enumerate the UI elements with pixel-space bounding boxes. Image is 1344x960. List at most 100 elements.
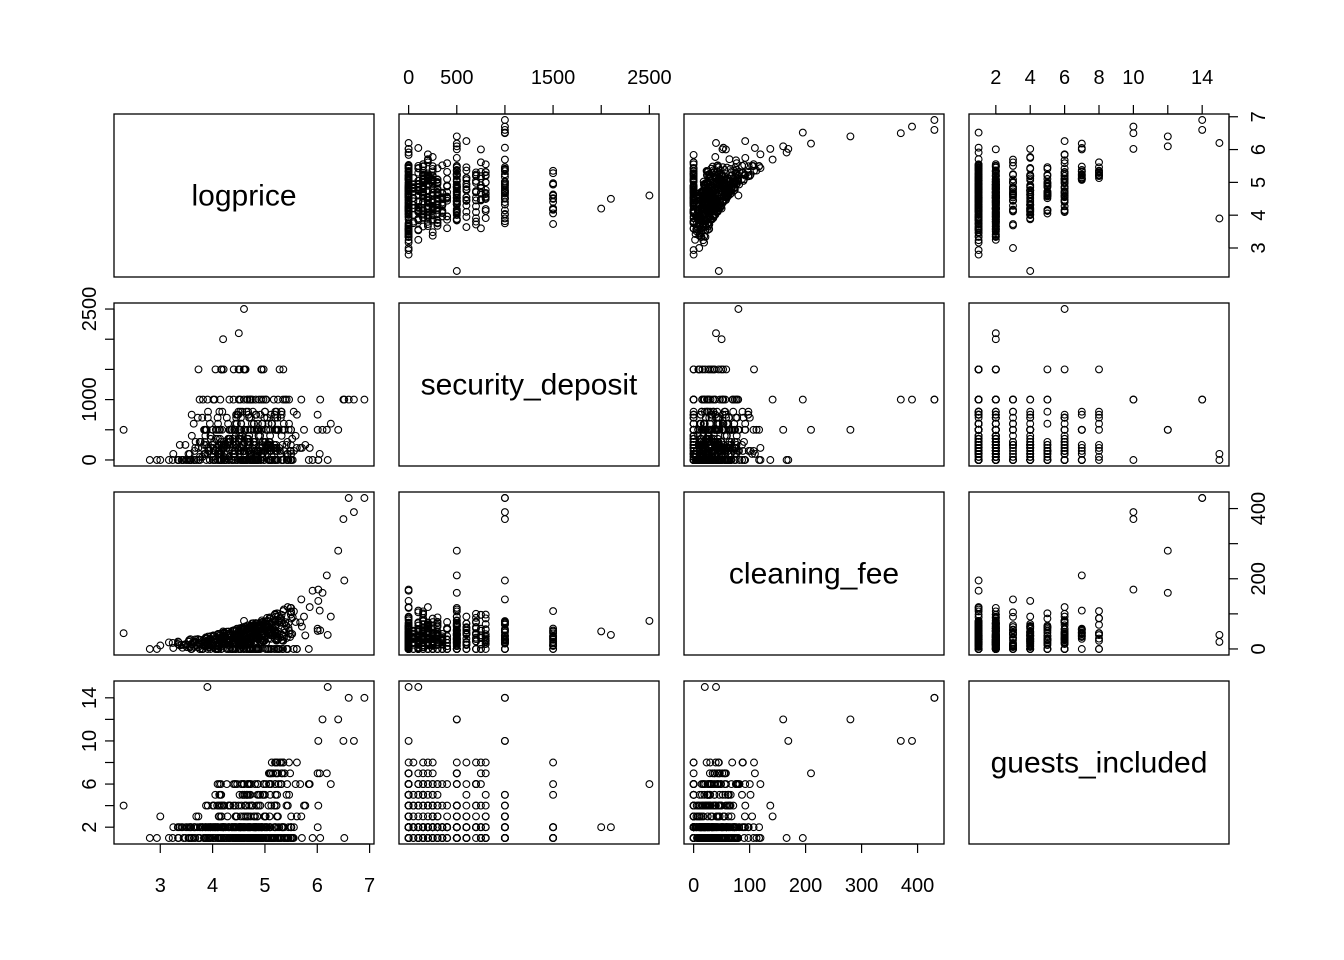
data-point xyxy=(225,395,234,404)
data-point xyxy=(326,780,335,789)
data-point xyxy=(305,603,314,612)
data-point xyxy=(243,395,252,404)
data-point xyxy=(404,244,413,252)
data-point xyxy=(701,226,710,235)
data-point xyxy=(145,834,154,842)
data-point xyxy=(1077,571,1086,580)
data-point xyxy=(1095,607,1103,616)
data-point xyxy=(452,167,461,176)
data-point xyxy=(219,335,228,344)
data-point xyxy=(1026,196,1035,205)
data-point xyxy=(322,571,331,580)
data-point xyxy=(119,425,128,434)
data-point xyxy=(292,410,301,419)
data-point xyxy=(169,449,178,458)
data-point xyxy=(288,434,297,443)
data-point xyxy=(274,425,283,434)
data-point xyxy=(344,693,353,702)
data-point xyxy=(722,163,731,172)
data-point xyxy=(199,395,207,404)
data-point xyxy=(318,715,327,724)
data-point xyxy=(697,203,706,211)
data-point xyxy=(991,185,1000,194)
data-point xyxy=(234,434,243,443)
data-point xyxy=(1060,156,1069,165)
data-point xyxy=(974,168,983,177)
data-point xyxy=(256,446,265,455)
data-point xyxy=(334,546,343,555)
data-point xyxy=(714,163,723,172)
data-point xyxy=(452,571,461,580)
data-point xyxy=(549,166,558,175)
data-point xyxy=(500,210,509,219)
data-point xyxy=(991,217,1000,226)
data-point xyxy=(991,205,1000,214)
data-point xyxy=(282,456,291,464)
data-point xyxy=(1095,171,1103,180)
data-point xyxy=(752,425,761,434)
data-point xyxy=(645,191,654,200)
panel-security_deposit-vs-logprice xyxy=(113,302,375,467)
data-point xyxy=(404,161,413,170)
data-point xyxy=(728,182,737,191)
data-point xyxy=(313,425,322,434)
data-point xyxy=(270,410,279,419)
data-point xyxy=(286,446,295,455)
data-point xyxy=(991,214,1000,223)
data-point xyxy=(433,188,442,197)
data-point xyxy=(1060,150,1069,159)
data-point xyxy=(472,202,480,211)
data-point xyxy=(701,216,710,224)
data-point xyxy=(297,595,306,604)
data-point xyxy=(500,198,509,207)
data-point xyxy=(462,645,471,653)
data-point xyxy=(908,122,916,131)
data-point xyxy=(699,191,708,200)
data-point xyxy=(198,452,207,461)
data-point xyxy=(1077,645,1086,653)
data-point xyxy=(404,167,413,176)
data-point xyxy=(732,156,740,165)
data-point xyxy=(404,171,413,180)
data-point xyxy=(689,246,698,255)
data-point xyxy=(323,630,332,639)
data-point xyxy=(174,456,183,464)
data-point xyxy=(991,167,1000,176)
data-point xyxy=(689,219,698,228)
data-point xyxy=(428,198,437,206)
data-point xyxy=(698,198,707,207)
data-point xyxy=(741,153,750,162)
data-point xyxy=(991,183,1000,192)
data-point xyxy=(244,440,253,449)
data-point xyxy=(481,168,490,177)
data-point xyxy=(297,395,306,404)
data-point xyxy=(404,238,413,247)
panel-logprice-vs-logprice: logprice xyxy=(113,113,375,278)
data-point xyxy=(974,216,983,225)
data-point xyxy=(313,410,322,419)
data-point xyxy=(423,156,432,165)
data-point xyxy=(1009,175,1017,184)
data-point xyxy=(340,395,349,404)
data-point xyxy=(236,413,245,422)
data-point xyxy=(1198,125,1207,134)
data-point xyxy=(360,395,369,404)
data-point xyxy=(452,193,461,202)
data-point xyxy=(404,207,413,215)
data-point xyxy=(203,413,212,422)
data-point xyxy=(214,425,223,434)
data-point xyxy=(750,365,758,374)
data-point xyxy=(191,443,200,452)
data-point xyxy=(204,407,212,416)
data-point xyxy=(198,413,207,422)
data-point xyxy=(1215,630,1224,639)
data-point xyxy=(1009,178,1017,187)
panel-frame xyxy=(398,302,660,467)
data-point xyxy=(224,419,233,428)
data-point xyxy=(476,158,485,167)
data-point xyxy=(269,395,278,404)
data-point xyxy=(404,148,413,157)
data-point xyxy=(462,137,471,146)
data-point xyxy=(409,184,418,193)
panel-cleaning_fee-vs-logprice xyxy=(113,491,375,656)
